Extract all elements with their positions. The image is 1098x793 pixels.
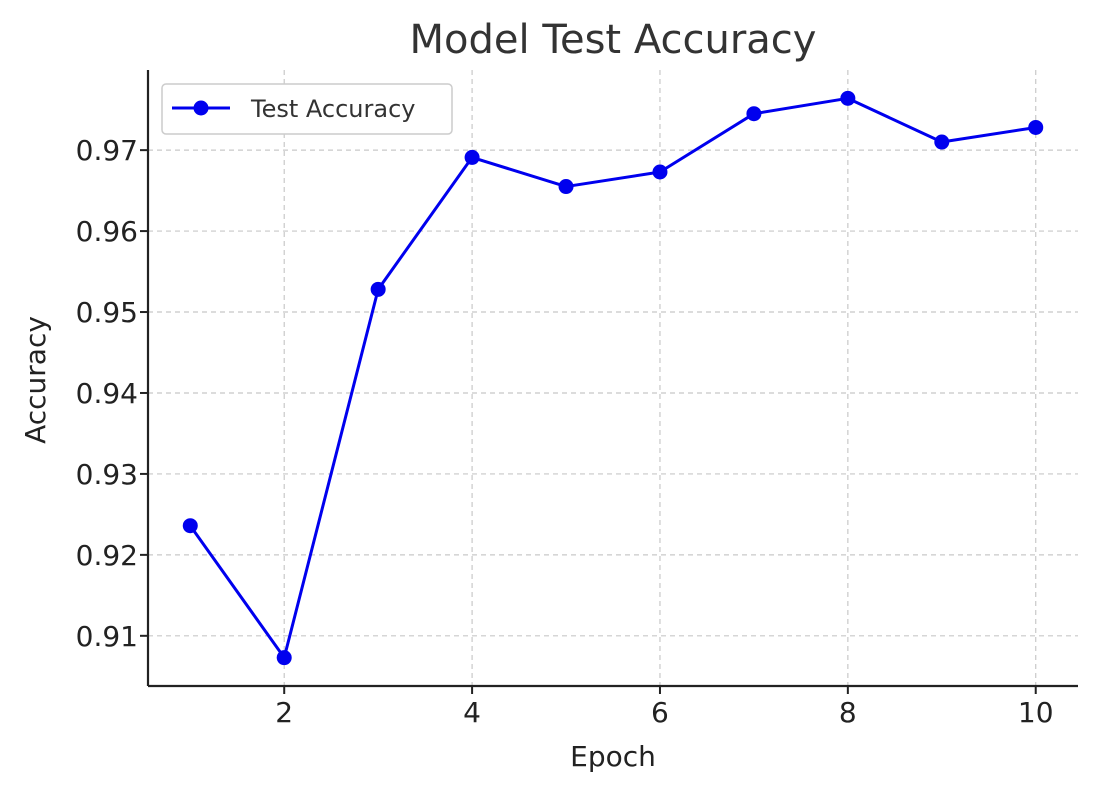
- data-point: [182, 518, 198, 534]
- grid-lines: [148, 70, 1078, 686]
- data-point: [934, 134, 950, 150]
- x-tick-label: 6: [651, 696, 669, 729]
- data-point: [840, 90, 856, 106]
- x-tick-label: 10: [1018, 696, 1054, 729]
- data-point: [370, 281, 386, 297]
- y-tick-label: 0.95: [76, 296, 138, 329]
- y-tick-label: 0.93: [76, 458, 138, 491]
- chart-title: Model Test Accuracy: [410, 17, 817, 63]
- legend-box: [161, 83, 453, 135]
- series-line: [189, 96, 1036, 660]
- data-point: [1028, 119, 1044, 135]
- y-tick-label: 0.96: [76, 215, 138, 248]
- y-tick-label: 0.94: [76, 377, 138, 410]
- data-point: [652, 164, 668, 180]
- data-point: [746, 106, 762, 122]
- x-tick-label: 8: [839, 696, 857, 729]
- data-point: [276, 650, 292, 666]
- series-layer: [182, 90, 1044, 666]
- tick-marks: 2 4 6 8 10 0.91 0.92 0.93 0.94 0.95 0.96 0.97: [76, 134, 1054, 729]
- data-point: [558, 179, 574, 195]
- x-tick-label: 2: [275, 696, 293, 729]
- x-axis-label: Epoch: [570, 740, 656, 773]
- data-point: [464, 149, 480, 165]
- legend-label: Test Accuracy: [250, 95, 415, 123]
- axes: [146, 70, 1078, 688]
- legend: Test Accuracy: [161, 83, 453, 135]
- y-tick-label: 0.97: [76, 134, 138, 167]
- y-tick-label: 0.92: [76, 539, 138, 572]
- legend-marker: [193, 100, 209, 116]
- y-tick-label: 0.91: [76, 620, 138, 653]
- y-axis-label: Accuracy: [19, 316, 52, 444]
- x-tick-label: 4: [463, 696, 481, 729]
